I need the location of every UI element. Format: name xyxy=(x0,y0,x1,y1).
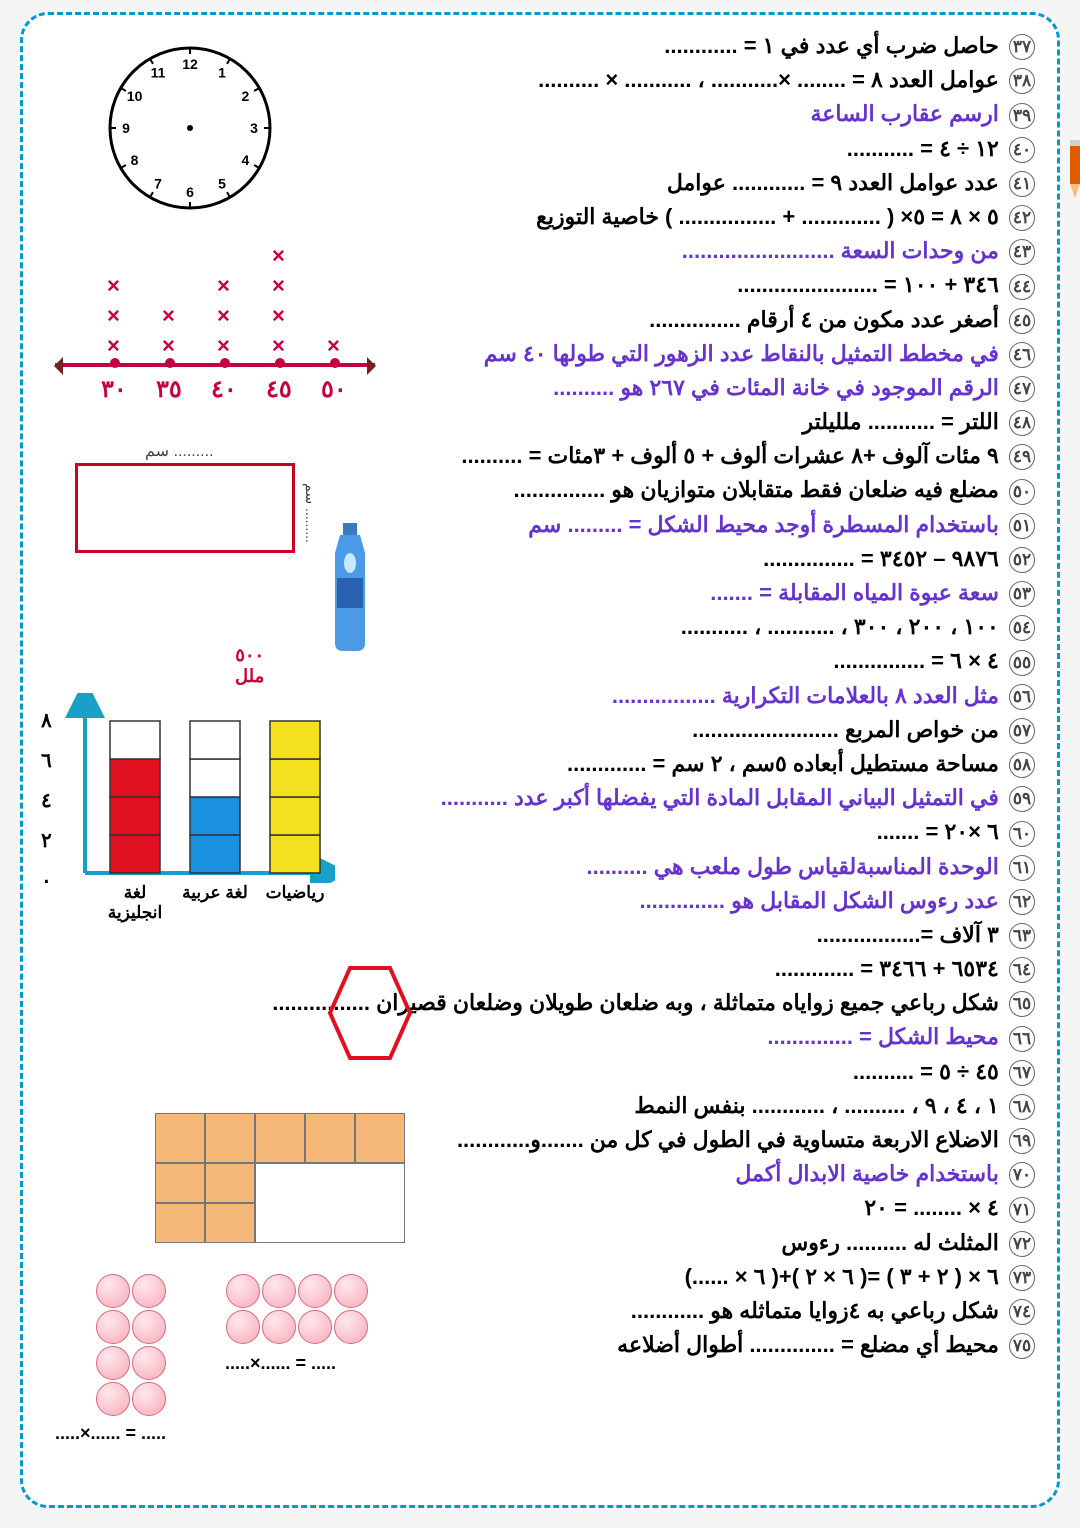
question-row: ٦٠ ٦ ×٢٠ = ....... xyxy=(272,819,1035,846)
svg-text:5: 5 xyxy=(218,175,226,191)
svg-text:3: 3 xyxy=(250,120,258,136)
question-row: ٤٠ ١٢ ÷ ٤ = ........... xyxy=(272,136,1035,163)
visual-column: ٠٥:٣٠ 121234567891011 ××××××××××××× ٥٠٤٥… xyxy=(45,33,262,1487)
question-row: ٥٨ مساحة مستطيل أبعاده ٥سم ، ٢ سم = ....… xyxy=(272,751,1035,778)
svg-text:8: 8 xyxy=(131,152,139,168)
svg-text:1: 1 xyxy=(218,65,226,81)
question-row: ٥٤ ١٠٠ ، ٢٠٠ ، ٣٠٠ ، ........... ، .....… xyxy=(272,614,1035,641)
question-list: ٣٧ حاصل ضرب أي عدد في ١ = ............ ٣٨… xyxy=(262,33,1035,1487)
question-row: ٣٨ عوامل العدد ٨ = ........ ×...........… xyxy=(272,67,1035,94)
question-row: ٥٥ ٤ × ٦ = ............... xyxy=(272,648,1035,675)
question-row: ٥٢ ٩٨٧٦ – ٣٤٥٢ = ............... xyxy=(272,546,1035,573)
water-bottle-icon xyxy=(325,523,375,653)
question-number: ٦٩ xyxy=(1009,1128,1035,1154)
hexagon-shape xyxy=(325,963,415,1063)
question-row: ٥٠ مضلع فيه ضلعان فقط متقابلان متوازيان … xyxy=(272,477,1035,504)
question-row: ٤٩ ٩ مئات آلوف +٨ عشرات ألوف + ٥ ألوف + … xyxy=(272,443,1035,470)
svg-text:11: 11 xyxy=(151,65,166,81)
question-row: ٤٤ ٣٤٦ + ١٠٠ = ....................... xyxy=(272,272,1035,299)
question-row: ٤٢ ٥ × ٨ = ٥× ( ............. + ........… xyxy=(272,204,1035,231)
question-number: ٥٥ xyxy=(1009,650,1035,676)
question-number: ٦٨ xyxy=(1009,1094,1035,1120)
ruler-top-label: ......... سم xyxy=(145,441,214,461)
question-row: ٦٢ عدد رءوس الشكل المقابل هو ...........… xyxy=(272,888,1035,915)
question-number: ٥٨ xyxy=(1009,752,1035,778)
svg-text:9: 9 xyxy=(122,120,130,136)
perimeter-rectangle xyxy=(75,463,295,553)
question-row: ٤٥ أصغر عدد مكون من ٤ أرقام ............… xyxy=(272,307,1035,334)
question-number: ٦٠ xyxy=(1009,821,1035,847)
question-number: ٦٦ xyxy=(1009,1026,1035,1052)
svg-text:10: 10 xyxy=(127,88,143,104)
question-row: ٥٧ من خواص المربع ......................… xyxy=(272,717,1035,744)
question-number: ٦٥ xyxy=(1009,991,1035,1017)
question-number: ٤٥ xyxy=(1009,308,1035,334)
question-number: ٧٠ xyxy=(1009,1162,1035,1188)
dot-array-left: .....×...... = ..... xyxy=(95,1273,167,1417)
question-number: ٥٣ xyxy=(1009,581,1035,607)
question-number: ٦٢ xyxy=(1009,889,1035,915)
svg-text:7: 7 xyxy=(154,175,162,191)
question-row: ٥٣ سعة عبوة المياه المقابلة = ....... xyxy=(272,580,1035,607)
question-number: ٤٣ xyxy=(1009,239,1035,265)
question-number: ٦٣ xyxy=(1009,923,1035,949)
svg-text:4: 4 xyxy=(242,152,250,168)
question-number: ٥٢ xyxy=(1009,547,1035,573)
question-row: ٤١ عدد عوامل العدد ٩ = ............ عوام… xyxy=(272,170,1035,197)
question-number: ٧١ xyxy=(1009,1197,1035,1223)
dot-array-right: .....×...... = ..... xyxy=(225,1273,369,1345)
question-number: ٦٧ xyxy=(1009,1060,1035,1086)
question-number: ٥٧ xyxy=(1009,718,1035,744)
question-number: ٧٤ xyxy=(1009,1299,1035,1325)
svg-text:12: 12 xyxy=(182,56,198,72)
question-row: ٧٣ ٦ × ( ٢ + ٣ ) =( ٦ × ٢ )+( ٦ × ......… xyxy=(272,1264,1035,1291)
question-number: ٤٠ xyxy=(1009,137,1035,163)
question-number: ٤٤ xyxy=(1009,274,1035,300)
svg-text:2: 2 xyxy=(242,88,250,104)
dot-equation-2: .....×...... = ..... xyxy=(55,1423,166,1444)
question-number: ٧٥ xyxy=(1009,1333,1035,1359)
ruler-side-label: ......... سم xyxy=(303,483,319,543)
question-number: ٥٤ xyxy=(1009,615,1035,641)
question-number: ٥٠ xyxy=(1009,479,1035,505)
svg-text:6: 6 xyxy=(186,184,194,200)
question-row: ٤٦ في مخطط التمثيل بالنقاط عدد الزهور ال… xyxy=(272,341,1035,368)
question-row: ٥٩ في التمثيل البياني المقابل المادة الت… xyxy=(272,785,1035,812)
question-number: ٥١ xyxy=(1009,513,1035,539)
question-number: ٥٩ xyxy=(1009,786,1035,812)
question-row: ٥٦ مثل العدد ٨ بالعلامات التكرارية .....… xyxy=(272,683,1035,710)
question-number: ٥٦ xyxy=(1009,684,1035,710)
question-number: ٣٩ xyxy=(1009,103,1035,129)
question-number: ٤٦ xyxy=(1009,342,1035,368)
question-row: ٧٤ شكل رباعي به ٤زوايا متماثله هو ......… xyxy=(272,1298,1035,1325)
line-plot: ××××××××××××× ٥٠٤٥٤٠٣٥٣٠ xyxy=(55,213,375,413)
clock-face: 121234567891011 xyxy=(105,43,275,213)
bottle-capacity-label: ٥٠٠ ملل xyxy=(235,645,264,687)
question-row: ٦١ الوحدة المناسبةلقياس طول ملعب هي ....… xyxy=(272,854,1035,881)
question-row: ٣٩ ارسم عقارب الساعة xyxy=(272,101,1035,128)
question-number: ٧٢ xyxy=(1009,1231,1035,1257)
question-number: ٤٧ xyxy=(1009,376,1035,402)
question-row: ٤٣ من وحدات السعة ......................… xyxy=(272,238,1035,265)
question-row: ٣٧ حاصل ضرب أي عدد في ١ = ............ xyxy=(272,33,1035,60)
question-number: ٦٤ xyxy=(1009,957,1035,983)
question-number: ٤٩ xyxy=(1009,444,1035,470)
question-number: ٣٧ xyxy=(1009,34,1035,60)
question-number: ٤١ xyxy=(1009,171,1035,197)
dot-equation-1: .....×...... = ..... xyxy=(225,1353,336,1374)
question-number: ٤٨ xyxy=(1009,410,1035,436)
question-number: ٦١ xyxy=(1009,855,1035,881)
question-number: ٤٢ xyxy=(1009,205,1035,231)
pencil-icon xyxy=(1066,140,1080,200)
question-row: ٦٣ ٣ آلاف =................. xyxy=(272,922,1035,949)
question-number: ٣٨ xyxy=(1009,68,1035,94)
question-row: ٤٧ الرقم الموجود في خانة المئات في ٢٦٧ ه… xyxy=(272,375,1035,402)
question-row: ٥١ باستخدام المسطرة أوجد محيط الشكل = ..… xyxy=(272,512,1035,539)
worksheet-page: ٠٥:٣٠ 121234567891011 ××××××××××××× ٥٠٤٥… xyxy=(20,12,1060,1508)
perimeter-grid-shape xyxy=(155,1113,405,1243)
question-number: ٧٣ xyxy=(1009,1265,1035,1291)
bar-chart: ٨٦٤٢٠ لغة انجليزيةلغة عربيةرياضيات xyxy=(55,693,335,923)
question-row: ٤٨ اللتر = ........... ملليلتر xyxy=(272,409,1035,436)
question-row: ٧٥ محيط أي مضلع = .............. أطوال أ… xyxy=(272,1332,1035,1359)
